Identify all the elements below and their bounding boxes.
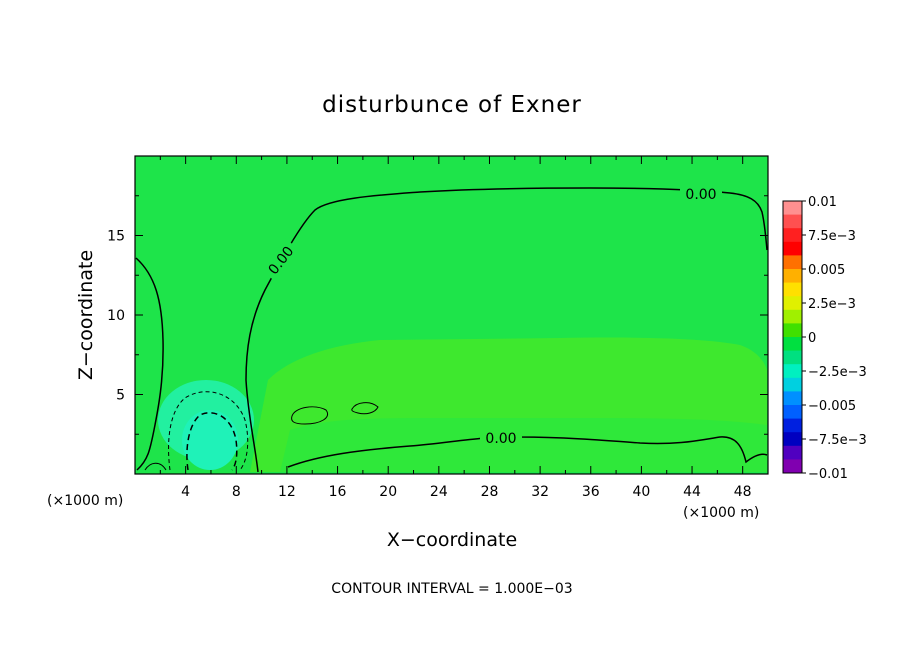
negative-contour-inner [186,412,238,471]
colorbar-swatch [783,405,802,420]
contour-lines [135,187,768,473]
colorbar-swatch [783,445,802,460]
y-tick-label: 15 [107,229,125,245]
contour-label-bottom: 0.00 [485,431,516,447]
colorbar-label: 7.5e−3 [808,229,856,244]
y-axis-title: Z−coordinate [75,250,97,380]
colorbar-label: −0.01 [808,467,848,482]
colorbar-label: 0 [808,331,816,346]
colorbar-swatch [783,323,802,338]
x-tick-label: 20 [379,484,397,500]
x-tick-label: 24 [430,484,448,500]
colorbar-label: 2.5e−3 [808,297,856,312]
colorbar-label: −0.005 [808,399,856,414]
colorbar-swatch [783,459,802,474]
x-tick-label: 32 [531,484,549,500]
positive-contour-small-b [351,402,379,415]
zero-contour-bottom [287,436,768,468]
colorbar-label: 0.005 [808,263,845,278]
colorbar-swatch [783,418,802,433]
y-tick-label: 10 [107,308,125,324]
negative-contour-corner [144,462,167,471]
colorbar-swatch [783,350,802,365]
contour-label-top: 0.00 [685,187,716,203]
colorbar-swatch [783,377,802,392]
x-unit-label: (×1000 m) [683,505,759,521]
x-tick-label: 28 [481,484,499,500]
x-tick-label: 16 [329,484,347,500]
colorbar-swatch [783,241,802,256]
x-tick-label: 8 [232,484,241,500]
x-axis-title: X−coordinate [387,529,517,551]
negative-core-fill [182,410,238,470]
x-tick-label: 12 [278,484,296,500]
colorbar-swatch [783,228,802,243]
positive-contour-small-a [291,406,328,425]
x-tick-label: 4 [181,484,190,500]
colorbar-swatch [783,214,802,229]
plot-area [135,156,768,474]
colorbar-label: −7.5e−3 [808,433,867,448]
y-tick-label: 5 [116,388,125,404]
x-tick-label: 36 [582,484,600,500]
colorbar-swatch [783,282,802,297]
z-unit-label: (×1000 m) [47,493,123,509]
x-axis-ticks: 4 8 12 16 20 24 28 32 36 40 44 48 [159,156,752,500]
y-axis-ticks: 5 10 15 [107,195,768,435]
colorbar-swatch [783,269,802,284]
colorbar-swatch [783,364,802,379]
zero-contour-main [245,187,768,473]
colorbar-swatch [783,201,802,216]
colorbar: 0.01 7.5e−3 0.005 2.5e−3 0 −2.5e−3 −0.005 −7.5e… [782,195,867,482]
contour-interval-note: CONTOUR INTERVAL = 1.000E−03 [331,581,572,597]
x-tick-label: 44 [683,484,701,500]
colorbar-swatch [783,296,802,311]
negative-contour-outer [168,391,249,471]
colorbar-swatch [783,391,802,406]
colorbar-swatch [783,255,802,270]
colorbar-swatch [783,432,802,447]
near-surface-fill [280,418,767,472]
colorbar-swatch [783,337,802,352]
colorbar-swatch [783,309,802,324]
colorbar-label: −2.5e−3 [808,365,867,380]
x-tick-label: 48 [734,484,752,500]
chart-title: disturbunce of Exner [322,92,582,118]
colorbar-label: 0.01 [808,195,837,210]
zero-contour-left [135,257,164,471]
x-tick-label: 40 [632,484,650,500]
